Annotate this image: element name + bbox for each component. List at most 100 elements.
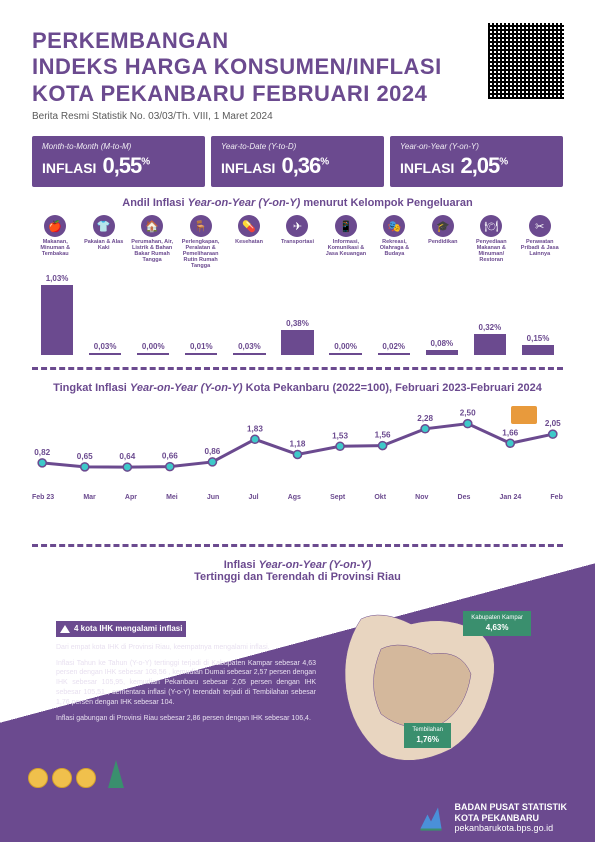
category-label: Pendidikan <box>420 239 466 245</box>
x-label: Okt <box>374 494 386 501</box>
map-callout: Kabupaten Kampar4,63% <box>463 611 531 636</box>
bar-value-label: 0,03% <box>94 342 117 351</box>
category: 🎓 Pendidikan <box>420 215 466 269</box>
bar: 0,15% <box>515 334 561 355</box>
category: ✈ Transportasi <box>274 215 320 269</box>
x-label: Des <box>458 494 471 501</box>
category: 👕 Pakaian & Alas Kaki <box>80 215 126 269</box>
stat-name: INFLASI <box>42 160 96 176</box>
triangle-icon <box>60 625 70 633</box>
category-label: Perlengkapan, Peralatan & Pemeliharaan R… <box>177 239 223 269</box>
category-icons-row: 🍎Makanan, Minuman & Tembakau 👕 Pakaian & A… <box>32 215 563 269</box>
stat-name: INFLASI <box>221 160 275 176</box>
svg-text:2,50: 2,50 <box>460 409 476 418</box>
page-subtitle: Berita Resmi Statistik No. 03/03/Th. VII… <box>32 111 563 122</box>
svg-text:1,53: 1,53 <box>332 432 348 441</box>
category-label: Rekreasi, Olahraga & Budaya <box>371 239 417 257</box>
category-label: Perumahan, Air, Listrik & Bahan Bakar Ru… <box>129 239 175 263</box>
bar-value-label: 0,38% <box>286 319 309 328</box>
category-icon: 🍽 <box>480 215 502 237</box>
line-chart-section: 0,820,650,640,660,861,831,181,531,562,28… <box>32 402 563 532</box>
bar-value-label: 0,00% <box>142 342 165 351</box>
bar: 0,03% <box>226 342 272 355</box>
line-chart-svg: 0,820,650,640,660,861,831,181,531,562,28… <box>32 402 563 492</box>
map-callout: Tembilahan1,76% <box>404 723 451 748</box>
map-section-title: Inflasi Year-on-Year (Y-on-Y) Tertinggi … <box>32 559 563 583</box>
stat-period: Year-to-Date (Y-to-D) <box>221 142 374 151</box>
category: 💊Kesehatan <box>226 215 272 269</box>
divider <box>32 544 563 547</box>
x-label: Apr <box>125 494 137 501</box>
x-label: Feb 23 <box>32 494 54 501</box>
category-label: Informasi, Komunikasi & Jasa Keuangan <box>323 239 369 257</box>
bar: 0,03% <box>82 342 128 355</box>
bar-value-label: 0,03% <box>238 342 261 351</box>
riau-map: Kabupaten Kampar4,63% Tembilahan1,76% <box>321 599 541 779</box>
x-label: Mei <box>166 494 178 501</box>
bar: 0,00% <box>323 342 369 355</box>
category-icon: 📱 <box>335 215 357 237</box>
svg-text:0,65: 0,65 <box>77 452 93 461</box>
x-label: Mar <box>83 494 95 501</box>
footer: BADAN PUSAT STATISTIK KOTA PEKANBARU pek… <box>0 794 595 842</box>
map-info-text: 4 kota IHK mengalami inflasi Dari empat … <box>56 621 316 723</box>
stat-value: 2,05% <box>460 153 507 179</box>
category-icon: ✈ <box>286 215 308 237</box>
page-title: PERKEMBANGAN INDEKS HARGA KONSUMEN/INFLA… <box>32 28 563 107</box>
stat-name: INFLASI <box>400 160 454 176</box>
bar: 0,02% <box>371 342 417 355</box>
bar-chart-title: Andil Inflasi Year-on-Year (Y-on-Y) menu… <box>32 197 563 209</box>
stat-period: Year-on-Year (Y-on-Y) <box>400 142 553 151</box>
x-label: Feb <box>550 494 562 501</box>
bar-value-label: 1,03% <box>46 274 69 283</box>
bar-value-label: 0,32% <box>479 323 502 332</box>
x-label: Jul <box>248 494 258 501</box>
line-chart-title: Tingkat Inflasi Year-on-Year (Y-on-Y) Ko… <box>32 382 563 394</box>
stat-card: Year-to-Date (Y-to-D) INFLASI 0,36% <box>211 136 384 187</box>
stat-card: Month-to-Month (M-to-M) INFLASI 0,55% <box>32 136 205 187</box>
x-label: Jun <box>207 494 219 501</box>
bar-value-label: 0,08% <box>430 339 453 348</box>
bar: 0,08% <box>419 339 465 355</box>
svg-text:0,66: 0,66 <box>162 452 178 461</box>
x-label: Sept <box>330 494 345 501</box>
line-x-labels: Feb 23MarAprMeiJunJulAgsSeptOktNovDesJan… <box>32 494 563 501</box>
bar: 0,01% <box>178 342 224 355</box>
bar-chart: 1,03% 0,03% 0,00% 0,01% 0,03% 0,38% 0,00% 0,02%… <box>32 275 563 355</box>
stat-card: Year-on-Year (Y-on-Y) INFLASI 2,05% <box>390 136 563 187</box>
category-icon: 🏠 <box>141 215 163 237</box>
category-icon: ✂ <box>529 215 551 237</box>
stats-row: Month-to-Month (M-to-M) INFLASI 0,55%Yea… <box>32 136 563 187</box>
category-label: Penyediaan Makanan & Minuman/ Restoran <box>468 239 514 263</box>
stat-value: 0,55% <box>102 153 149 179</box>
arrow-up-icon <box>108 760 124 788</box>
svg-text:2,28: 2,28 <box>417 414 433 423</box>
category: 🪑Perlengkapan, Peralatan & Pemeliharaan … <box>177 215 223 269</box>
stat-value: 0,36% <box>281 153 328 179</box>
svg-text:2,05: 2,05 <box>545 420 561 429</box>
category: 🎭Rekreasi, Olahraga & Budaya <box>371 215 417 269</box>
bar-value-label: 0,01% <box>190 342 213 351</box>
bar: 0,32% <box>467 323 513 356</box>
bar-value-label: 0,00% <box>334 342 357 351</box>
svg-text:0,64: 0,64 <box>119 453 135 462</box>
svg-text:1,18: 1,18 <box>290 440 306 449</box>
category-icon: 👕 <box>93 215 115 237</box>
svg-text:1,56: 1,56 <box>375 431 391 440</box>
svg-text:1,66: 1,66 <box>502 429 518 438</box>
category: 🍽Penyediaan Makanan & Minuman/ Restoran <box>468 215 514 269</box>
money-decoration <box>28 742 148 788</box>
x-label: Ags <box>288 494 301 501</box>
category-icon: 🎓 <box>432 215 454 237</box>
divider <box>32 367 563 370</box>
bar: 0,38% <box>274 319 320 356</box>
svg-text:1,83: 1,83 <box>247 425 263 434</box>
category: 🍎Makanan, Minuman & Tembakau <box>32 215 78 269</box>
bar: 1,03% <box>34 274 80 355</box>
bar: 0,00% <box>130 342 176 355</box>
category-label: Pakaian & Alas Kaki <box>80 239 126 251</box>
category-label: Kesehatan <box>226 239 272 245</box>
category-label: Perawatan Pribadi & Jasa Lainnya <box>517 239 563 257</box>
category-label: Transportasi <box>274 239 320 245</box>
qr-code <box>485 20 567 102</box>
